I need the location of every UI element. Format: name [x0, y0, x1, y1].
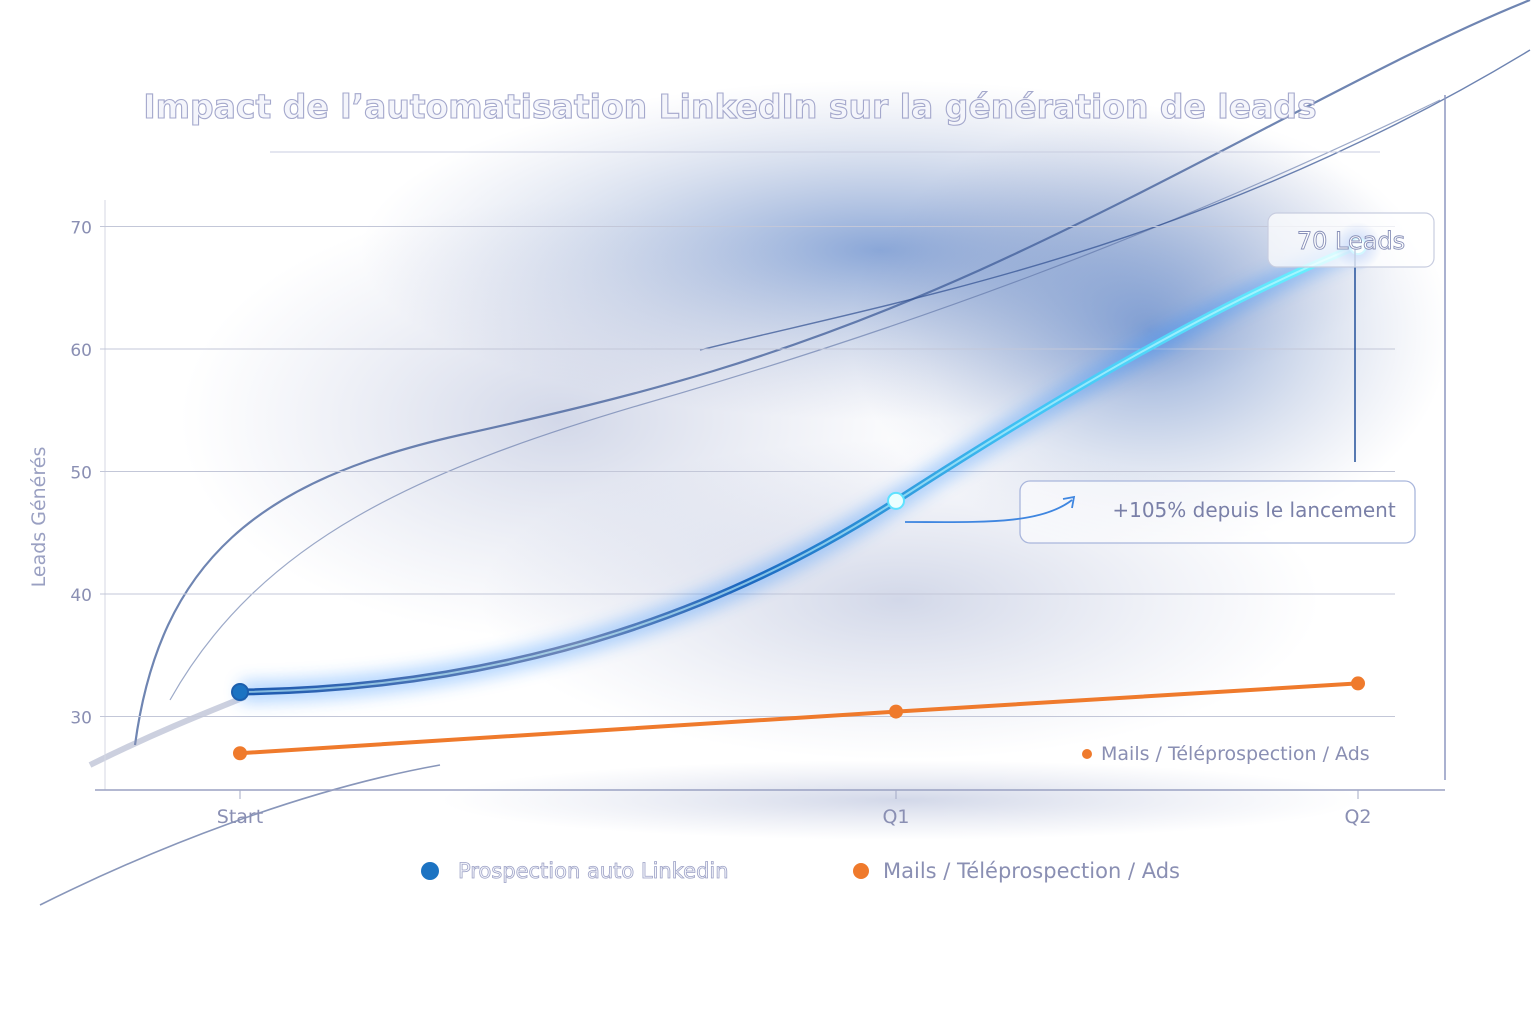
connector-arrow: [904, 499, 1073, 524]
y-tick-label-60: 60: [70, 341, 92, 361]
growth-callout-box: [1019, 480, 1416, 544]
point-mails-q2: [1351, 676, 1365, 691]
chart-title: Impact de l’automatisation LinkedIn sur …: [143, 87, 1316, 126]
y-tick-label-40: 40: [70, 586, 92, 606]
peak-callout: 70 Leads: [1267, 212, 1435, 462]
x-axis: Start Q1 Q2: [217, 790, 1372, 828]
legend-item-mails[interactable]: Mails / Téléprospection / Ads: [853, 859, 1180, 883]
growth-callout: +105% depuis le lancement: [904, 480, 1416, 544]
inline-series-label: Mails / Téléprospection / Ads: [1082, 743, 1370, 765]
y-tick-label-50: 50: [70, 464, 92, 484]
legend-label-mails: Mails / Téléprospection / Ads: [883, 859, 1180, 883]
legend-marker-linkedin: [421, 862, 439, 880]
legend-marker-mails: [853, 863, 869, 879]
point-mails-start: [233, 746, 247, 761]
growth-callout-label: +105% depuis le lancement: [1112, 498, 1395, 522]
legend-label-linkedin: Prospection auto Linkedin: [458, 859, 729, 883]
point-linkedin-q1: [887, 491, 905, 510]
point-linkedin-start: [231, 683, 249, 701]
peak-callout-box: [1267, 212, 1435, 268]
inline-label-text: Mails / Téléprospection / Ads: [1101, 743, 1370, 765]
background-glow: [180, 80, 1450, 840]
legend: Prospection auto Linkedin Mails / Télépr…: [421, 859, 1180, 883]
point-mails-q1: [889, 704, 903, 719]
x-tick-label-q1: Q1: [882, 806, 909, 828]
y-tick-label-30: 30: [70, 709, 92, 729]
y-axis: 30 40 50 60 70: [70, 219, 92, 729]
series-line-linkedin-highlight: [239, 245, 1359, 693]
x-tick-label-q2: Q2: [1344, 806, 1371, 828]
plot-frame: [95, 95, 1446, 791]
inline-label-marker: [1082, 749, 1092, 759]
decorative-swooshes: [39, 0, 1531, 906]
peak-callout-label: 70 Leads: [1297, 227, 1405, 255]
arrow-up-right-icon: [1062, 495, 1076, 509]
y-tick-label-70: 70: [70, 219, 92, 239]
y-axis-label: Leads Générés: [28, 447, 50, 588]
legend-item-linkedin[interactable]: Prospection auto Linkedin: [421, 859, 729, 883]
x-tick-label-start: Start: [217, 806, 263, 828]
